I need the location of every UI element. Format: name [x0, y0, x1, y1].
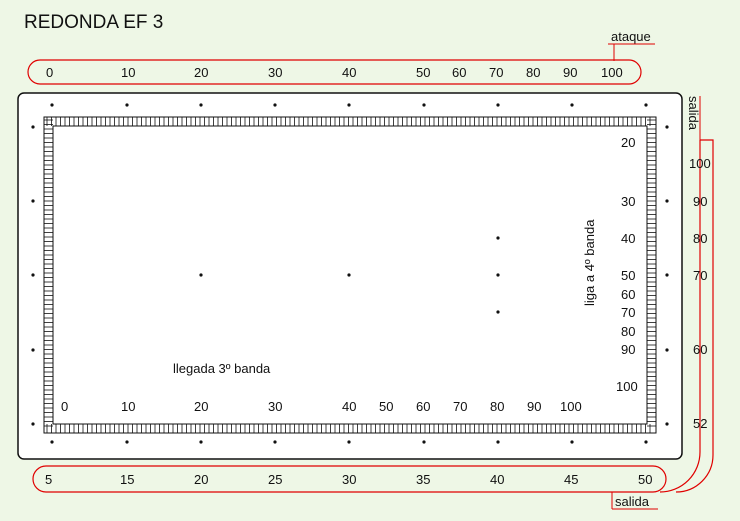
- diamond-dot: [665, 273, 669, 277]
- inner-right-scale-label: 40: [621, 231, 636, 246]
- bottom-scale-label: 40: [490, 472, 505, 487]
- top-scale-label: 80: [526, 65, 541, 80]
- top-scale-label: 90: [563, 65, 578, 80]
- inner-bottom-scale-label: 80: [490, 399, 505, 414]
- diamond-dot: [347, 273, 351, 277]
- inner-right-scale-label: 50: [621, 268, 636, 283]
- top-scale-label: 50: [416, 65, 431, 80]
- inner-right-scale-label: 90: [621, 342, 636, 357]
- top-scale-label: 100: [601, 65, 623, 80]
- salida-bottom-label: salida: [615, 494, 649, 509]
- inner-bottom-scale-label: 0: [61, 399, 69, 414]
- diamond-dot: [665, 348, 669, 352]
- diamond-dot: [199, 440, 203, 444]
- bottom-scale-outline: [32, 465, 667, 493]
- diamond-dot: [665, 125, 669, 129]
- diamond-dot: [644, 440, 648, 444]
- bottom-scale-label: 25: [268, 472, 283, 487]
- inner-bottom-scale-label: 30: [268, 399, 283, 414]
- bottom-scale-label: 45: [564, 472, 579, 487]
- diamond-dot: [347, 103, 351, 107]
- inner-bottom-scale-label: 20: [194, 399, 209, 414]
- cushion-hatching: [44, 117, 656, 433]
- diamond-dot: [50, 440, 54, 444]
- bottom-scale-label: 5: [45, 472, 53, 487]
- right-scale-label: 70: [693, 268, 708, 283]
- page-title: REDONDA EF 3: [24, 12, 164, 33]
- top-scale-outline: [27, 59, 642, 85]
- diamond-dot: [496, 440, 500, 444]
- right-loop-path: [675, 139, 714, 493]
- top-scale-label: 10: [121, 65, 136, 80]
- llegada-label: llegada 3º banda: [173, 361, 271, 376]
- diamond-dot: [644, 103, 648, 107]
- diamond-dot: [31, 199, 35, 203]
- bottom-scale-label: 35: [416, 472, 431, 487]
- top-scale-label: 40: [342, 65, 357, 80]
- diamond-dot: [496, 236, 500, 240]
- diamond-dot: [496, 273, 500, 277]
- inner-bottom-scale-label: 60: [416, 399, 431, 414]
- right-scale-label: 52: [693, 416, 708, 431]
- diamond-dot: [422, 440, 426, 444]
- diamond-dot: [665, 199, 669, 203]
- diamond-dot: [125, 103, 129, 107]
- diamond-dot: [50, 103, 54, 107]
- top-scale-label: 60: [452, 65, 467, 80]
- inner-bottom-scale-label: 50: [379, 399, 394, 414]
- inner-bottom-scale-label: 100: [560, 399, 582, 414]
- inner-bottom-scale-label: 70: [453, 399, 468, 414]
- diamond-dot: [125, 440, 129, 444]
- liga-label: liga a 4º banda: [582, 219, 597, 306]
- right-scale-label: 80: [693, 231, 708, 246]
- diamond-dot: [496, 103, 500, 107]
- diamond-dot: [496, 310, 500, 314]
- inner-right-scale-label: 80: [621, 324, 636, 339]
- salida-top-label: salida: [686, 96, 701, 130]
- right-scale-label: 100: [689, 156, 711, 171]
- diamond-dot: [31, 125, 35, 129]
- top-scale-label: 0: [46, 65, 54, 80]
- inner-right-scale-label: 60: [621, 287, 636, 302]
- bottom-scale-label: 15: [120, 472, 135, 487]
- diamond-dot: [31, 422, 35, 426]
- diamond-dot: [199, 273, 203, 277]
- inner-bottom-scale-label: 90: [527, 399, 542, 414]
- bottom-scale-label: 20: [194, 472, 209, 487]
- right-outer-path: [659, 140, 701, 493]
- diamond-dot: [31, 348, 35, 352]
- bottom-scale-label: 50: [638, 472, 653, 487]
- diamond-dot: [347, 440, 351, 444]
- right-scale-label: 90: [693, 194, 708, 209]
- diamond-dot: [570, 103, 574, 107]
- top-scale-label: 20: [194, 65, 209, 80]
- inner-right-scale-label: 30: [621, 194, 636, 209]
- bottom-scale-label: 30: [342, 472, 357, 487]
- diamond-dot: [31, 273, 35, 277]
- inner-right-scale-label: 20: [621, 135, 636, 150]
- diamond-dot: [422, 103, 426, 107]
- right-scale-label: 60: [693, 342, 708, 357]
- diamond-dot: [273, 103, 277, 107]
- top-scale-label: 30: [268, 65, 283, 80]
- diamond-dot: [570, 440, 574, 444]
- top-scale-label: 70: [489, 65, 504, 80]
- inner-bottom-scale-label: 40: [342, 399, 357, 414]
- diamond-dot: [665, 422, 669, 426]
- inner-bottom-scale-label: 10: [121, 399, 136, 414]
- diamond-markers: [31, 103, 669, 444]
- diamond-dot: [273, 440, 277, 444]
- ataque-label: ataque: [611, 29, 651, 44]
- inner-right-scale-label: 100: [616, 379, 638, 394]
- inner-right-scale-label: 70: [621, 305, 636, 320]
- diamond-dot: [199, 103, 203, 107]
